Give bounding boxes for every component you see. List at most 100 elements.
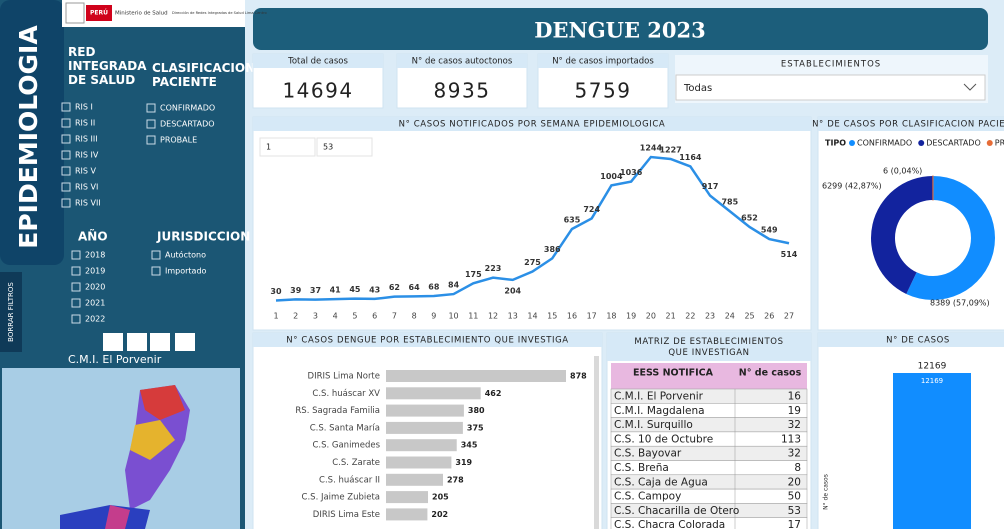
data-label: 43 [369,285,380,294]
filter-checkbox[interactable] [151,250,161,260]
filter-checkbox[interactable] [146,103,156,113]
x-tick-label: 23 [705,312,715,321]
x-tick-label: 3 [313,312,318,321]
kpi-header [253,54,383,68]
clear-filters-button[interactable] [0,272,22,352]
dropdown-chevron[interactable] [963,83,977,91]
filter-checkbox[interactable] [61,102,71,112]
table-cell: 17 [788,519,801,529]
x-tick-label: 15 [547,312,557,321]
data-label: 275 [524,258,541,267]
toolbar-button[interactable] [103,333,123,351]
filter-checkbox[interactable] [151,266,161,276]
table-cell: C.M.I. Magdalena [614,405,705,417]
dropdown[interactable] [675,74,986,101]
bar [386,404,464,417]
kpi-value: 8935 [434,79,491,103]
x-tick-label: 24 [725,312,735,321]
donut-slice [870,176,933,294]
data-label: 278 [447,475,464,484]
data-label: 6299 (42,87%) [822,182,882,191]
panel-header [253,333,602,347]
x-tick-label: 5 [352,312,357,321]
panel-header [607,333,811,361]
category-label: DIRIS Lima Norte [308,372,380,382]
bar [386,421,463,434]
range-input[interactable] [259,137,316,157]
kpi-header [397,54,527,68]
data-label: 175 [465,270,482,279]
category-label: C.S. huáscar II [319,475,380,485]
filter-checkbox[interactable] [146,135,156,145]
kpi-value: 14694 [282,79,353,103]
filter-option: RIS III [75,135,98,144]
toolbar-button[interactable] [175,333,195,351]
filter-checkbox[interactable] [61,198,71,208]
logo-country: PERÚ [90,10,108,17]
table-cell: 16 [788,391,802,403]
filter-option: CONFIRMADO [160,104,215,113]
filter-title: RED INTEGRADA DE SALUD [68,45,147,87]
data-label: 6 (0,04%) [883,167,922,176]
sidebar-title: EPIDEMIOLOGIA [14,25,43,249]
table-cell: C.S. 10 de Octubre [614,433,713,445]
filter-checkbox[interactable] [71,282,81,292]
filter-checkbox[interactable] [71,266,81,276]
data-label: 549 [761,226,778,235]
filter-option: RIS VI [75,183,98,192]
logo-shield [65,2,85,24]
filter-checkbox[interactable] [61,150,71,160]
x-tick-label: 2 [293,312,298,321]
table-cell: C.M.I. Surquillo [614,419,693,431]
category-label: C.S. Ganimedes [312,441,380,451]
category-label: C.S. huáscar XV [312,389,380,399]
map-region [140,385,185,420]
data-label: 12169 [921,377,943,385]
filter-checkbox[interactable] [61,166,71,176]
category-label: C.S. Zarate [332,458,380,468]
y-axis-label: N° de casos [823,474,830,510]
filter-checkbox[interactable] [71,250,81,260]
filter-option: 2018 [85,251,105,260]
kpi-header [538,54,668,68]
panel-title: N° CASOS NOTIFICADOS POR SEMANA EPIDEMIO… [399,120,666,130]
range-input[interactable] [316,137,373,157]
data-label: 1004 [600,172,623,181]
x-tick-label: 18 [606,312,616,321]
map-label: C.M.I. El Porvenir [68,353,162,366]
sidebar-tab [0,0,64,265]
table-cell: C.S. Breña [614,462,669,474]
filter-checkbox[interactable] [146,119,156,129]
filter-checkbox[interactable] [61,134,71,144]
donut-slice [906,176,996,300]
filter-option: RIS V [75,167,97,176]
toolbar-button[interactable] [150,333,170,351]
panel-title: N° DE CASOS [886,336,950,346]
filter-title: JURISDICCION [156,230,250,244]
legend-swatch [849,140,855,146]
x-tick-label: 22 [685,312,695,321]
bar [386,456,452,469]
legend-swatch [986,140,993,146]
x-tick-label: 9 [431,312,436,321]
clear-filters-label[interactable]: BORRAR FILTROS [7,282,15,342]
toolbar-button[interactable] [127,333,147,351]
logo-ministry: Ministerio de Salud [115,11,168,17]
filter-checkbox[interactable] [61,118,71,128]
data-label: 635 [564,215,581,224]
filter-checkbox[interactable] [61,182,71,192]
x-tick-label: 17 [587,312,597,321]
filter-option: RIS I [75,103,93,112]
data-label: 223 [485,264,502,273]
table-cell: 50 [788,491,801,503]
bar [386,387,481,400]
scrollbar[interactable] [594,356,599,529]
kpi-label: Total de casos [287,57,348,67]
filter-checkbox[interactable] [71,314,81,324]
filter-option: Autóctono [165,250,206,260]
data-label: 205 [432,493,449,502]
panel-title: N° DE CASOS POR CLASIFICACION PACIENTE [812,120,1004,130]
filter-checkbox[interactable] [71,298,81,308]
table-cell: C.S. Bayovar [614,448,682,460]
data-label: 37 [310,286,321,295]
